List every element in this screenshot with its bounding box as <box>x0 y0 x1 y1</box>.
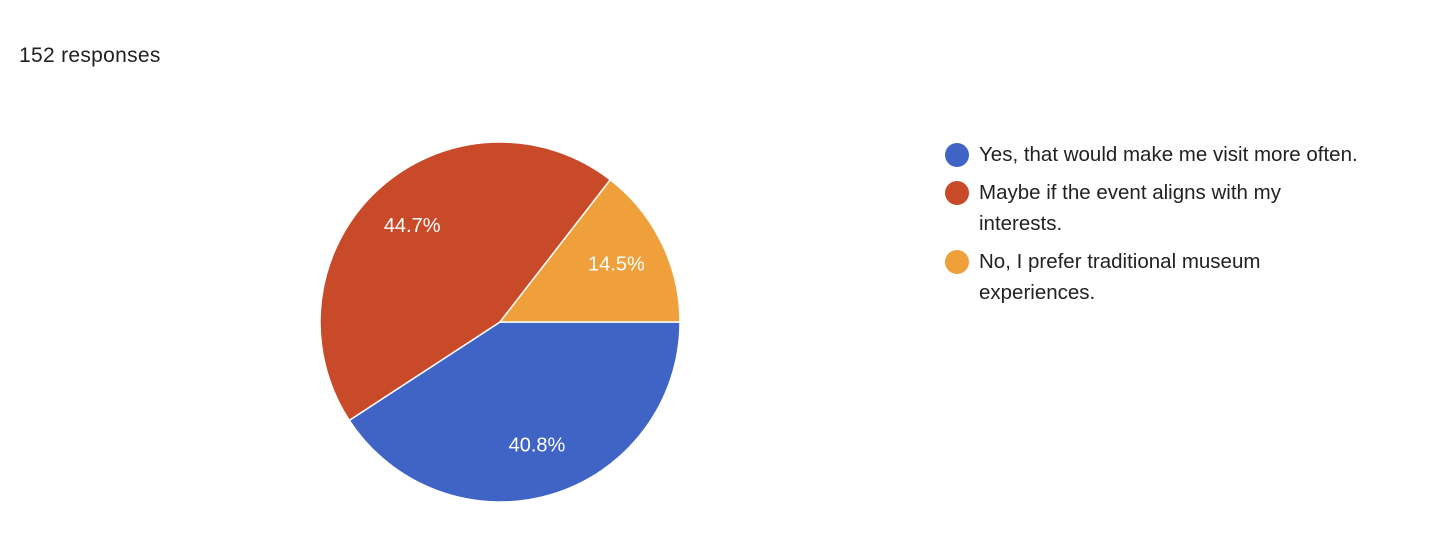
legend: Yes, that would make me visit more often… <box>945 139 1365 315</box>
slice-label: 40.8% <box>509 435 566 457</box>
legend-item: Maybe if the event aligns with my intere… <box>945 177 1364 239</box>
legend-label: Maybe if the event aligns with my intere… <box>979 181 1281 235</box>
legend-swatch <box>945 143 969 167</box>
legend-label: No, I prefer traditional museum experien… <box>979 250 1261 304</box>
slice-label: 14.5% <box>588 253 645 275</box>
legend-label: Yes, that would make me visit more often… <box>979 143 1358 166</box>
legend-swatch <box>945 250 969 274</box>
legend-item: Yes, that would make me visit more often… <box>945 139 1364 170</box>
pie-slice <box>319 141 612 422</box>
response-count: 152 responses <box>19 44 161 67</box>
pie-slice <box>498 178 681 323</box>
legend-swatch <box>945 181 969 205</box>
legend-item: No, I prefer traditional museum experien… <box>945 246 1364 308</box>
slice-label: 44.7% <box>384 215 441 237</box>
